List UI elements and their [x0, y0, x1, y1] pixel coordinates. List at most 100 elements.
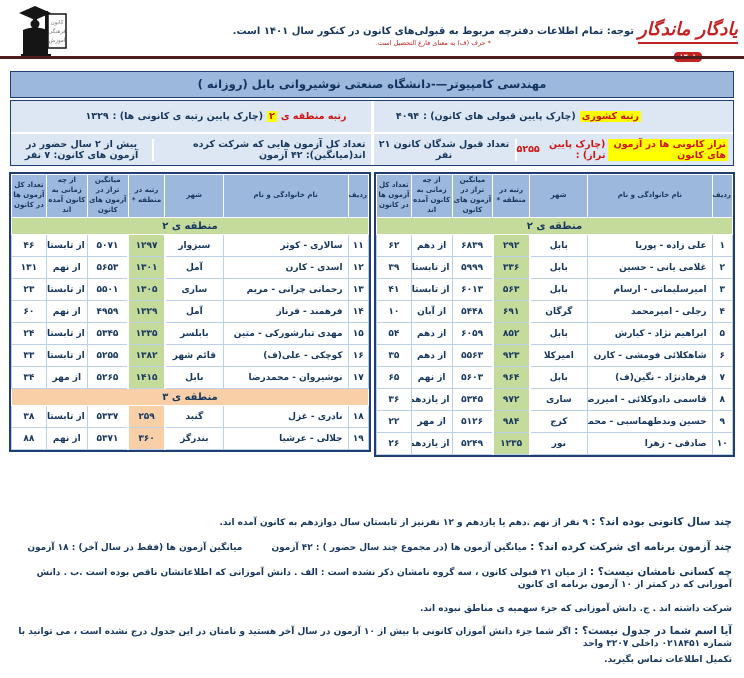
- cell-city: بابل: [529, 234, 589, 257]
- cell-average-score: ۵۲۶۵: [86, 366, 129, 389]
- cell-row-number: ۱۳: [347, 278, 370, 301]
- table-header-row: ردیف نام خانوادگی و نام شهر رتبه در منطق…: [11, 174, 370, 218]
- cell-row-number: ۱: [711, 234, 734, 257]
- table-row: ۱ علی زاده - پوریا بابل ۲۹۲ ۶۸۳۹ از دهم …: [376, 234, 734, 257]
- table-row: ۷ فرهادنژاد - نگین(ف) بابل ۹۶۴ ۵۶۰۳ از ن…: [376, 366, 734, 389]
- header-student-name: نام خانوادگی و نام: [587, 174, 713, 218]
- cell-exam-count: ۲۲: [376, 410, 412, 433]
- table-header-row: ردیف نام خانوادگی و نام شهر رتبه در منطق…: [376, 174, 734, 218]
- cell-city: گرگان: [529, 300, 589, 323]
- results-table-right: ردیف نام خانوادگی و نام شهر رتبه در منطق…: [374, 172, 735, 457]
- table-row: ۲ غلامی یانی - حسین بابل ۳۳۶ ۵۹۹۹ از تاب…: [376, 256, 734, 279]
- cell-region-rank: ۹۷۲: [491, 388, 531, 411]
- kanoon-score-row: تراز کانونی ها در آزمون های کانون (چارک …: [374, 134, 734, 165]
- cell-since: از مهر: [410, 410, 453, 433]
- cell-city: بابل: [529, 256, 589, 279]
- region-rank-number: ۲: [267, 111, 277, 122]
- cell-region-rank: ۱۲۳۵: [491, 432, 531, 455]
- cell-city: گنبد: [164, 405, 224, 428]
- svg-text:آموزش: آموزش: [49, 37, 66, 44]
- notice-text: توجه: تمام اطلاعات دفترچه مربوط به قبولی…: [232, 26, 634, 37]
- cell-row-number: ۱۵: [347, 322, 370, 345]
- cell-row-number: ۳: [711, 278, 734, 301]
- cell-average-score: ۵۰۷۱: [86, 234, 129, 257]
- faq-missing-text: از میان ۲۱ قبولی کانون ، سه گروه نامشان …: [36, 568, 732, 590]
- cell-city: بندرگز: [164, 427, 224, 450]
- footer-notes: چند سال کانونی بوده اند؟ : ۹ نفر از نهم …: [12, 516, 732, 676]
- kanoon-score-cell: تراز کانونی ها در آزمون های کانون (چارک …: [514, 138, 734, 161]
- cell-city: سبزوار: [164, 234, 224, 257]
- header-average-score: میانگین تراز در آزمون های کانون: [86, 174, 129, 218]
- cell-average-score: ۶۰۱۳: [451, 278, 494, 301]
- table-row: ۳ امیرسلیمانی - ارسام بابل ۵۶۳ ۶۰۱۳ از ت…: [376, 278, 734, 301]
- cell-row-number: ۶: [711, 344, 734, 367]
- region-rank-value: ۱۳۲۹: [85, 111, 109, 122]
- cell-row-number: ۱۴: [347, 300, 370, 323]
- cell-row-number: ۱۸: [347, 405, 370, 428]
- cell-student-name: قاسمی دادوکلائی - امیررضا: [587, 388, 713, 411]
- cell-exam-count: ۳۶: [376, 388, 412, 411]
- cell-row-number: ۱۷: [347, 366, 370, 389]
- cell-since: از دهم: [410, 344, 453, 367]
- faq-missing-continued: شرکت داشته اند . ج. دانش آموزانی که جزء …: [420, 604, 732, 614]
- cell-city: نور: [529, 432, 589, 455]
- summary-national: رتبه کشوری (چارک پایین قبولی های کانون) …: [370, 101, 734, 165]
- faq-contact: آیا اسم شما در جدول نیست؟ : اگر شما جزء …: [12, 625, 732, 650]
- region2-band: منطقه ی ۲: [11, 217, 369, 235]
- header-row-number: ردیف: [347, 174, 370, 218]
- header-since: از چه زمانی به کانون آمده اند: [45, 174, 88, 218]
- header-region-rank: رتبه در منطقه *: [127, 174, 166, 218]
- page-title: مهندسی کامپیوتر—-دانشگاه صنعتی نوشیروانی…: [10, 71, 734, 98]
- table-row: ۱۰ صادقی - زهرا نور ۱۲۳۵ ۵۲۴۹ از یازدهم …: [376, 432, 734, 455]
- cell-average-score: ۴۹۵۹: [86, 300, 129, 323]
- cell-region-rank: ۳۳۶: [491, 256, 531, 279]
- cell-row-number: ۱۱: [347, 234, 370, 257]
- header-exam-count: تعداد کل آزمون ها در کانون: [376, 174, 412, 218]
- accepted-count: تعداد قبول شدگان کانون ۲۱ نفر: [378, 138, 510, 161]
- cell-exam-count: ۳۹: [376, 256, 412, 279]
- cell-student-name: کوچکی - علی(ف): [222, 344, 349, 367]
- kanoon-score-label: تراز کانونی ها در آزمون های کانون: [608, 138, 728, 161]
- cell-average-score: ۵۶۰۳: [451, 366, 494, 389]
- cell-city: بابل: [529, 366, 589, 389]
- cell-city: بابل: [529, 278, 589, 301]
- region2-band: منطقه ی ۲: [376, 217, 733, 235]
- cell-average-score: ۵۲۵۵: [86, 344, 129, 367]
- cell-student-name: رجلی - امیرمحمد: [587, 300, 713, 323]
- table-row: ۸ قاسمی دادوکلائی - امیررضا ساری ۹۷۲ ۵۳۴…: [376, 388, 734, 411]
- faq-exams: چند آزمون برنامه ای شرکت کرده اند؟ : میا…: [12, 541, 732, 554]
- cell-since: از نهم: [410, 366, 453, 389]
- cell-row-number: ۱۰: [711, 432, 734, 455]
- cell-student-name: مهدی تبارشورکی - متین: [222, 322, 349, 345]
- cell-exam-count: ۱۳۱: [11, 256, 47, 279]
- cell-region-rank: ۱۲۹۷: [127, 234, 166, 257]
- header-average-score: میانگین تراز در آزمون های کانون: [451, 174, 494, 218]
- cell-student-name: سالاری - کوثر: [222, 234, 349, 257]
- cell-city: آمل: [164, 256, 224, 279]
- cell-row-number: ۴: [711, 300, 734, 323]
- cell-average-score: ۵۶۵۳: [86, 256, 129, 279]
- cell-region-rank: ۲۹۲: [491, 234, 531, 257]
- header-row-number: ردیف: [711, 174, 734, 218]
- cell-since: از آبان: [410, 300, 453, 323]
- kanoon-logo: کانون فرهنگی آموزش: [10, 2, 68, 58]
- table-row: ۱۳ رحمانی چرانی - مریم ساری ۱۳۰۵ ۵۵۰۱ از…: [11, 278, 370, 301]
- cell-since: از تابستان: [410, 256, 453, 279]
- cell-exam-count: ۳۴: [11, 366, 47, 389]
- cell-city: قائم شهر: [164, 344, 224, 367]
- cell-student-name: اسدی - کارن: [222, 256, 349, 279]
- cell-row-number: ۷: [711, 366, 734, 389]
- cell-region-rank: ۱۳۳۵: [127, 322, 166, 345]
- cell-since: از تابستان: [45, 278, 88, 301]
- cell-exam-count: ۱۰: [376, 300, 412, 323]
- cell-student-name: رحمانی چرانی - مریم: [222, 278, 349, 301]
- over-two-years: بیش از ۲ سال حضور در آزمون های کانون: ۷ …: [24, 138, 139, 161]
- faq-exams-text-lastyear: میانگین آزمون ها (فقط در سال آخر) : ۱۸ آ…: [27, 543, 243, 553]
- cell-region-rank: ۸۵۲: [491, 322, 531, 345]
- cell-student-name: حسین وندطهماسبی - محمد: [587, 410, 713, 433]
- region-rank-desc: (چارک پایین رتبه ی کانونی ها) :: [112, 111, 264, 122]
- cell-average-score: ۶۸۳۹: [451, 234, 494, 257]
- national-rank-desc: (چارک پایین قبولی های کانون) :: [423, 111, 576, 122]
- cell-student-name: امیرسلیمانی - ارسام: [587, 278, 713, 301]
